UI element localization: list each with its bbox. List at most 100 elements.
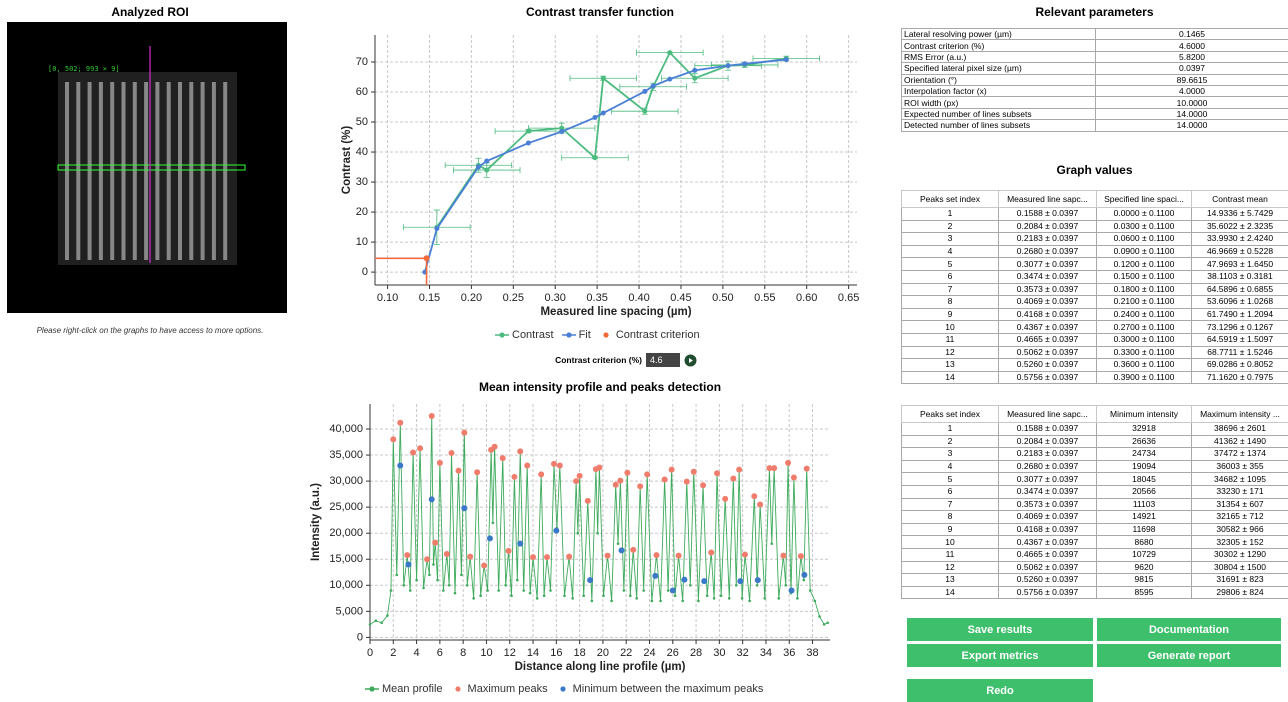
- table-cell: 0.0397: [1096, 63, 1288, 74]
- table-cell: 61.7490 ± 1.2094: [1192, 308, 1288, 321]
- data-point: [460, 574, 463, 577]
- table-cell: 0.1588 ± 0.0397: [999, 208, 1097, 221]
- table-cell: 0.1500 ± 0.1100: [1097, 270, 1192, 283]
- x-tick-label: 10: [480, 647, 492, 659]
- table-cell: 11103: [1097, 498, 1192, 511]
- x-tick-label: 12: [504, 647, 516, 659]
- table-cell: 8595: [1097, 586, 1192, 599]
- data-point: [395, 574, 398, 577]
- save-button[interactable]: Save results: [907, 618, 1093, 641]
- data-point: [602, 594, 605, 597]
- legend-item: Fit: [562, 329, 591, 341]
- table-cell: 0.5756 ± 0.0397: [999, 371, 1097, 384]
- intensity-table: Peaks set indexMeasured line sapc...Mini…: [901, 405, 1288, 599]
- table-cell: 1: [902, 208, 999, 221]
- table-row: Specified lateral pixel size (µm)0.0397: [902, 63, 1288, 74]
- data-point: [742, 61, 747, 66]
- data-point: [549, 589, 552, 592]
- table-cell: 3: [902, 448, 999, 461]
- report-button[interactable]: Generate report: [1097, 644, 1281, 667]
- data-point: [522, 589, 525, 592]
- data-point: [784, 57, 789, 62]
- legend: Mean profileMaximum peaksMinimum between…: [365, 683, 763, 695]
- criterion-input[interactable]: 4.6: [646, 353, 680, 367]
- table-cell: 0.3000 ± 0.1100: [1097, 333, 1192, 346]
- table-cell: 35.6022 ± 2.3235: [1192, 220, 1288, 233]
- data-point: [653, 552, 659, 558]
- data-point: [448, 584, 451, 587]
- table-cell: 26636: [1097, 435, 1192, 448]
- data-point: [486, 589, 489, 592]
- data-point: [390, 589, 393, 592]
- data-point: [601, 111, 606, 116]
- data-point: [722, 496, 728, 502]
- data-point: [404, 552, 410, 558]
- data-point: [524, 462, 530, 468]
- table-row: 140.5756 ± 0.03970.3900 ± 0.110071.1620 …: [902, 371, 1288, 384]
- y-tick-label: 0: [362, 266, 368, 278]
- data-point: [466, 584, 469, 587]
- x-tick-label: 38: [806, 647, 818, 659]
- data-point: [784, 584, 787, 587]
- header-row: Peaks set indexMeasured line sapc...Spec…: [902, 191, 1288, 208]
- data-point: [662, 477, 668, 483]
- data-point: [526, 129, 531, 134]
- table-cell: 89.6615: [1096, 74, 1288, 85]
- x-tick-label: 6: [437, 647, 443, 659]
- data-point: [651, 600, 654, 603]
- legend-item: Maximum peaks: [451, 683, 548, 695]
- legend-symbol: [556, 684, 570, 694]
- data-point: [402, 584, 405, 587]
- documentation-button[interactable]: Documentation: [1097, 618, 1281, 641]
- redo-button[interactable]: Redo: [907, 679, 1093, 702]
- table-cell: RMS Error (a.u.): [902, 51, 1096, 62]
- export-button[interactable]: Export metrics: [907, 644, 1093, 667]
- table-cell: 34682 ± 1095: [1192, 473, 1288, 486]
- table-cell: 31691 ± 823: [1192, 574, 1288, 587]
- x-tick-label: 0.25: [503, 292, 524, 304]
- data-point: [517, 541, 523, 547]
- x-tick-label: 26: [667, 647, 679, 659]
- data-point: [587, 577, 593, 583]
- table-cell: 41362 ± 1490: [1192, 435, 1288, 448]
- table-cell: 7: [902, 283, 999, 296]
- data-point: [484, 168, 489, 173]
- data-point: [538, 471, 544, 477]
- table-row: 120.5062 ± 0.0397962030804 ± 1500: [902, 561, 1288, 574]
- table-cell: 12: [902, 346, 999, 359]
- y-tick-label: 70: [356, 56, 368, 68]
- table-cell: 0.5756 ± 0.0397: [999, 586, 1097, 599]
- table-row: 60.3474 ± 0.03972056633230 ± 171: [902, 485, 1288, 498]
- legend-marker: [603, 332, 608, 337]
- table-row: ROI width (px)10.0000: [902, 97, 1288, 108]
- table-cell: 18045: [1097, 473, 1192, 486]
- chart-title: Contrast transfer function: [400, 5, 800, 19]
- data-point: [577, 532, 580, 535]
- table-row: RMS Error (a.u.)5.8200: [902, 51, 1288, 62]
- data-point: [667, 589, 670, 592]
- table-row: 10.1588 ± 0.03970.0000 ± 0.110014.9336 ±…: [902, 208, 1288, 221]
- data-point: [689, 584, 692, 587]
- header-cell: Contrast mean: [1192, 191, 1288, 208]
- apply-button[interactable]: [684, 354, 697, 367]
- data-point: [624, 470, 630, 476]
- table-row: Contrast criterion (%)4.6000: [902, 40, 1288, 51]
- table-cell: 69.0286 ± 0.8052: [1192, 359, 1288, 372]
- data-point: [481, 563, 487, 569]
- data-point: [796, 597, 799, 600]
- data-point: [444, 551, 450, 557]
- data-point: [789, 588, 795, 594]
- y-tick-label: 0: [357, 631, 363, 643]
- legend-label: Mean profile: [382, 683, 443, 695]
- table-cell: 73.1296 ± 0.1267: [1192, 321, 1288, 334]
- table-cell: 0.3077 ± 0.0397: [999, 473, 1097, 486]
- table-cell: 5: [902, 473, 999, 486]
- data-point: [708, 549, 714, 555]
- legend-item: Contrast: [495, 329, 554, 341]
